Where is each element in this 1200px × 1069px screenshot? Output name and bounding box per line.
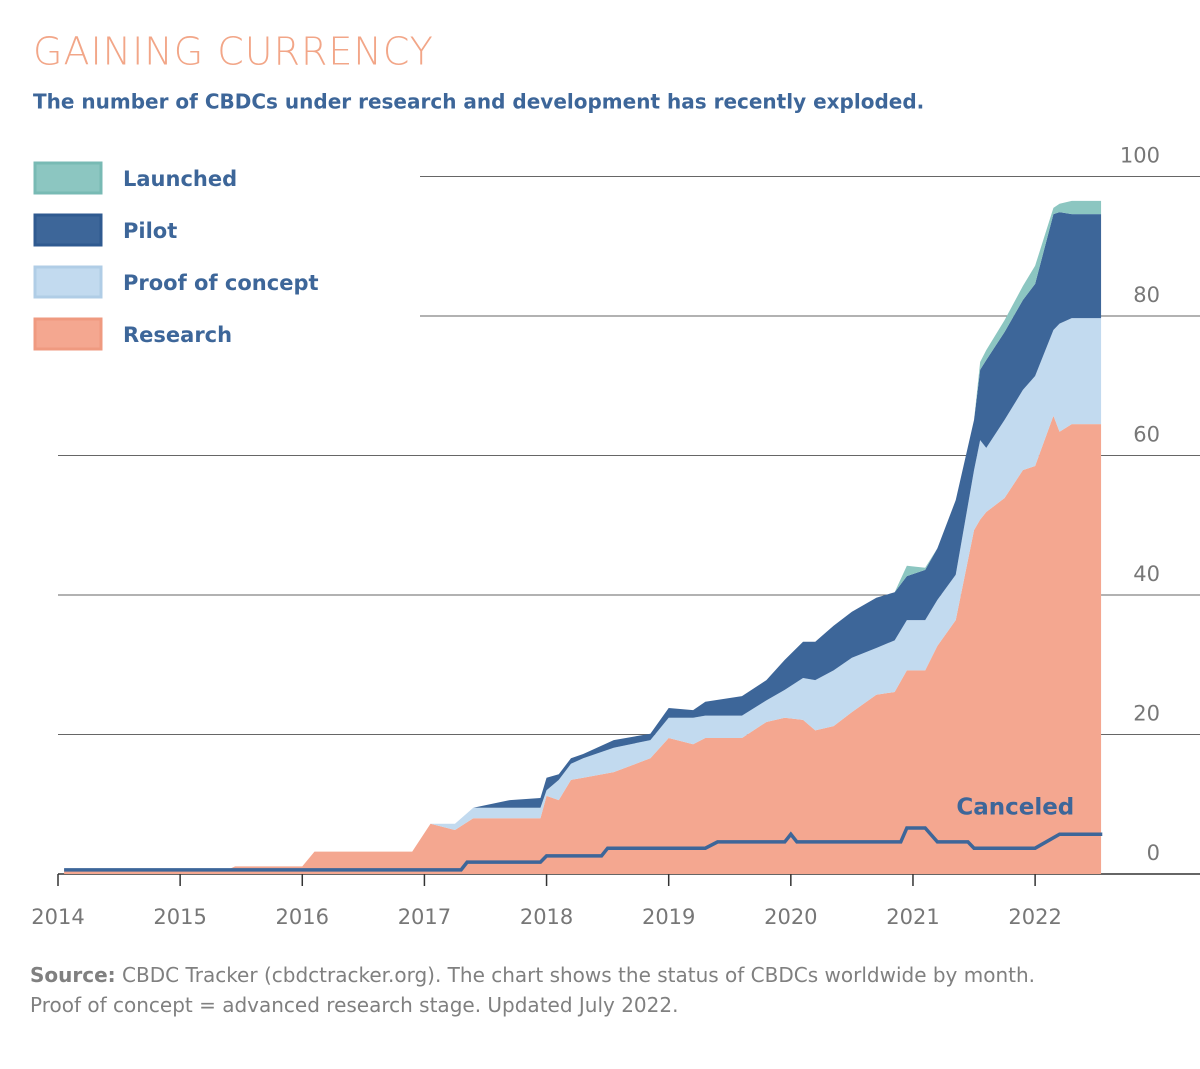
source-text: CBDC Tracker (cbdctracker.org). The char… (30, 963, 1036, 1017)
legend-label: Research (123, 323, 232, 347)
y-tick-label: 80 (1133, 283, 1160, 307)
chart-subtitle: The number of CBDCs under research and d… (33, 90, 924, 114)
x-tick-label: 2021 (886, 905, 939, 929)
legend-label: Proof of concept (123, 271, 319, 295)
y-tick-label: 40 (1133, 562, 1160, 586)
x-tick-label: 2017 (398, 905, 451, 929)
line-label: Canceled (956, 795, 1074, 821)
x-tick-label: 2020 (764, 905, 817, 929)
y-tick-label: 20 (1133, 702, 1160, 726)
x-tick-label: 2016 (276, 905, 329, 929)
y-tick-label: 60 (1133, 423, 1160, 447)
x-tick-label: 2022 (1008, 905, 1061, 929)
legend-label: Launched (123, 167, 237, 191)
y-tick-label: 100 (1120, 144, 1160, 168)
area-proof-of-concept (64, 318, 1102, 870)
legend-swatch (33, 265, 103, 299)
x-tick-label: 2019 (642, 905, 695, 929)
legend-swatch (33, 161, 103, 195)
x-tick-label: 2018 (520, 905, 573, 929)
area-research (64, 415, 1102, 874)
source-label: Source: (30, 963, 116, 987)
chart: GAINING CURRENCY The number of CBDCs und… (31, 30, 1200, 929)
x-tick-label: 2014 (31, 905, 84, 929)
x-tick-label: 2015 (153, 905, 206, 929)
legend-label: Pilot (123, 219, 177, 243)
legend-swatch (33, 317, 103, 351)
chart-title: GAINING CURRENCY (33, 30, 434, 74)
y-tick-label: 0 (1147, 841, 1160, 865)
source-note: Source: CBDC Tracker (cbdctracker.org). … (30, 960, 1060, 1020)
legend-swatch (33, 213, 103, 247)
canceled-line (64, 826, 1103, 872)
